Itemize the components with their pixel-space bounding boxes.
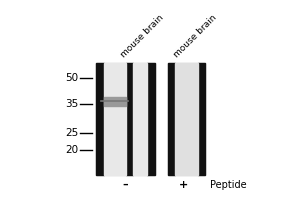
Text: 20: 20 xyxy=(65,145,78,155)
Text: Peptide: Peptide xyxy=(210,180,247,190)
Bar xyxy=(104,97,126,106)
Bar xyxy=(126,63,133,175)
Text: +: + xyxy=(179,180,189,190)
Text: 35: 35 xyxy=(65,99,78,109)
Bar xyxy=(198,63,205,175)
Bar xyxy=(96,63,104,175)
Bar xyxy=(104,63,126,175)
Bar xyxy=(133,63,147,175)
Text: 50: 50 xyxy=(65,73,78,83)
Bar xyxy=(168,63,205,175)
Text: mouse brain: mouse brain xyxy=(118,13,165,59)
Bar xyxy=(168,63,175,175)
Text: mouse brain: mouse brain xyxy=(172,13,218,59)
Bar xyxy=(96,63,155,175)
Text: –: – xyxy=(122,180,128,190)
Text: 25: 25 xyxy=(65,128,78,138)
Bar xyxy=(175,63,198,175)
Bar xyxy=(147,63,155,175)
